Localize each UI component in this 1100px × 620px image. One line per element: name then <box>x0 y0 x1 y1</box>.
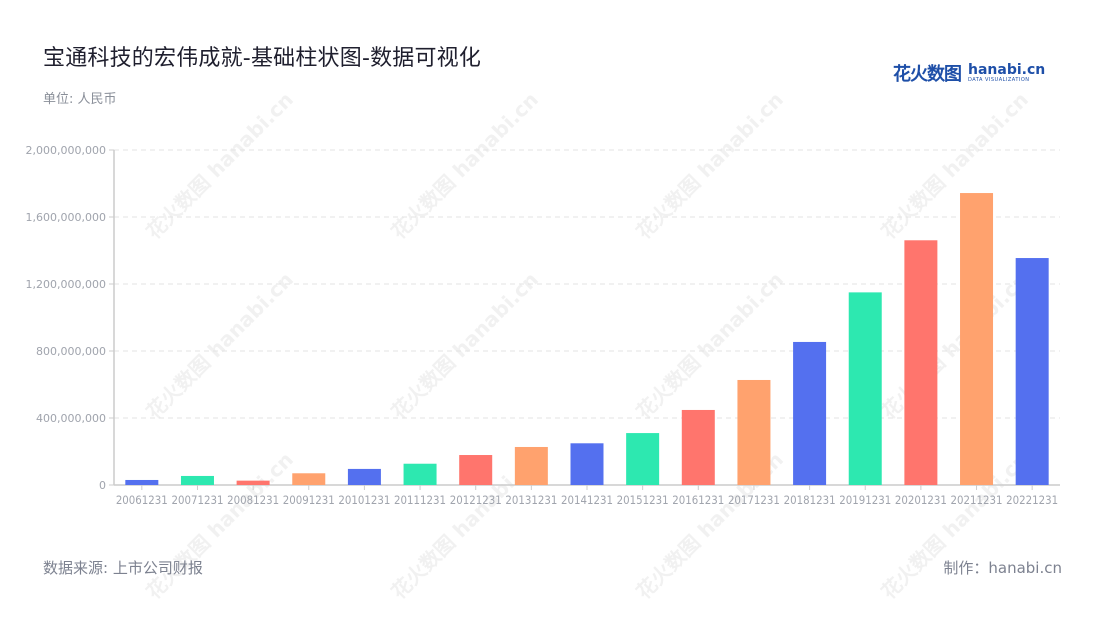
bar-20171231[interactable] <box>737 379 771 485</box>
bar-20201231[interactable] <box>904 240 938 485</box>
x-tick-label: 20081231 <box>227 493 279 507</box>
x-tick-label: 20121231 <box>450 493 502 507</box>
bar-20161231[interactable] <box>681 409 715 485</box>
hanabi-logo: 花火数图 hanabi.cn DATA VISUALIZATION <box>893 60 1045 86</box>
y-tick-label: 2,000,000,000 <box>26 144 106 157</box>
bar-20151231[interactable] <box>626 433 660 485</box>
x-tick-label: 20171231 <box>728 493 780 507</box>
x-tick-label: 20061231 <box>116 493 168 507</box>
y-tick-label: 1,200,000,000 <box>26 278 106 291</box>
bar-20071231[interactable] <box>180 475 214 485</box>
x-tick-label: 20181231 <box>784 493 836 507</box>
x-tick-label: 20201231 <box>895 493 947 507</box>
x-tick-label: 20131231 <box>505 493 557 507</box>
x-tick-label: 20211231 <box>951 493 1003 507</box>
x-tick-label: 20091231 <box>283 493 335 507</box>
bar-20221231[interactable] <box>1015 258 1049 485</box>
x-tick-label: 20071231 <box>171 493 223 507</box>
logo-en-text: hanabi.cn <box>968 62 1046 78</box>
x-tick-label: 20161231 <box>672 493 724 507</box>
logo-cn-text: 花火数图 <box>893 64 962 85</box>
x-tick-label: 20221231 <box>1006 493 1058 507</box>
x-tick-label: 20141231 <box>561 493 613 507</box>
bar-20211231[interactable] <box>960 193 994 486</box>
bar-20191231[interactable] <box>848 292 882 485</box>
x-tick-label: 20191231 <box>839 493 891 507</box>
y-tick-label: 400,000,000 <box>36 412 106 425</box>
y-tick-label: 0 <box>99 479 106 492</box>
credit: 制作：hanabi.cn <box>943 559 1062 577</box>
bar-20121231[interactable] <box>459 455 493 485</box>
bar-20131231[interactable] <box>514 446 548 485</box>
unit-label: 单位: 人民币 <box>43 92 117 107</box>
bar-20141231[interactable] <box>570 443 604 485</box>
y-tick-label: 800,000,000 <box>36 345 106 358</box>
bar-20081231[interactable] <box>236 480 270 485</box>
x-tick-label: 20101231 <box>338 493 390 507</box>
data-source: 数据来源: 上市公司财报 <box>43 559 203 577</box>
y-tick-label: 1,600,000,000 <box>26 211 106 224</box>
x-tick-label: 20111231 <box>394 493 446 507</box>
bar-20111231[interactable] <box>403 463 437 485</box>
chart-title: 宝通科技的宏伟成就-基础柱状图-数据可视化 <box>43 46 482 71</box>
bar-20091231[interactable] <box>292 473 326 485</box>
logo-en-block: hanabi.cn DATA VISUALIZATION <box>968 63 1045 83</box>
bar-20181231[interactable] <box>793 341 827 485</box>
logo-en-subtext: DATA VISUALIZATION <box>968 77 1030 83</box>
x-tick-label: 20151231 <box>617 493 669 507</box>
bar-20061231[interactable] <box>125 479 159 485</box>
bar-20101231[interactable] <box>347 468 381 485</box>
